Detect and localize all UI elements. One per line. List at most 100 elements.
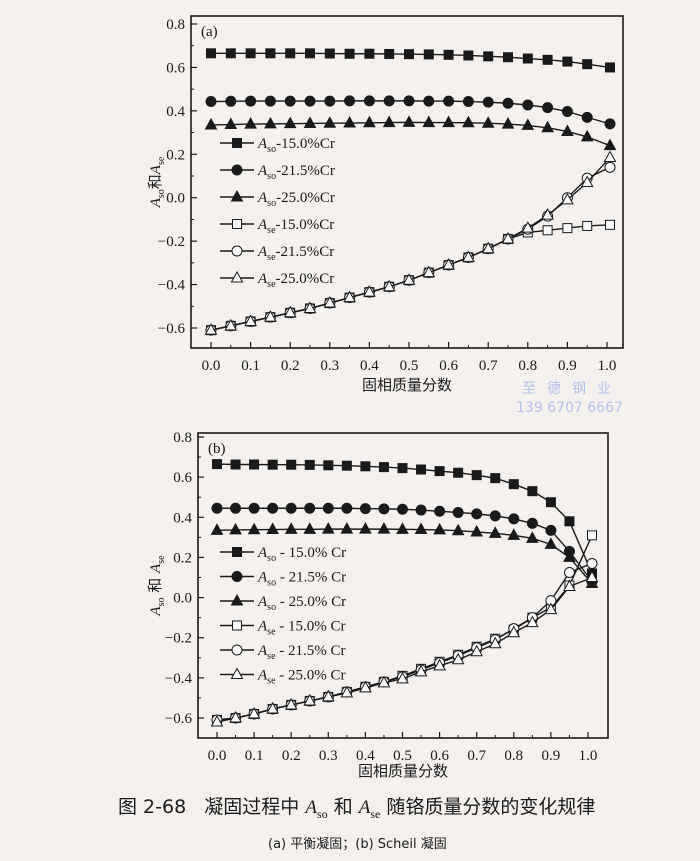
- y-tick-label: −0.6: [158, 321, 186, 337]
- data-point: [229, 710, 242, 723]
- data-point: [230, 459, 241, 470]
- legend-label-part: se: [267, 627, 276, 638]
- data-point: [211, 502, 223, 514]
- data-point: [433, 522, 446, 535]
- legend-item: Aso - 21.5% Cr: [220, 570, 346, 589]
- data-point: [521, 118, 535, 130]
- legend-label-part: -25.0%Cr: [276, 190, 335, 206]
- data-point: [343, 115, 356, 128]
- legend-item: Ase - 15.0% Cr: [220, 619, 346, 638]
- data-point: [382, 115, 396, 128]
- data-point: [286, 459, 297, 470]
- data-point: [323, 116, 337, 128]
- data-point: [561, 192, 574, 205]
- data-point: [422, 265, 436, 278]
- data-point: [402, 115, 416, 127]
- legend-label-part: - 25.0% Cr: [276, 594, 346, 610]
- y-tick-label: 0.2: [173, 550, 192, 566]
- data-point: [582, 59, 593, 70]
- series-so-1: [205, 95, 616, 130]
- legend-label-part: A: [257, 244, 268, 260]
- y-axis-label-part: 和: [146, 573, 164, 598]
- data-point: [383, 95, 395, 107]
- legend-item: Aso-21.5%Cr: [220, 163, 335, 182]
- data-point: [360, 461, 371, 472]
- data-point: [244, 117, 257, 129]
- data-point: [542, 102, 554, 114]
- y-tick-label: 0.6: [173, 470, 192, 486]
- x-tick-label: 0.4: [360, 358, 379, 374]
- data-point: [384, 48, 395, 59]
- legend-label: Ase - 25.0% Cr: [257, 668, 346, 687]
- data-point: [303, 522, 317, 534]
- legend-label-part: -15.0%Cr: [276, 217, 335, 233]
- data-point: [283, 305, 297, 318]
- legend-label-part: so: [267, 171, 276, 182]
- data-point: [323, 460, 334, 471]
- data-point: [382, 279, 396, 292]
- data-point: [580, 129, 594, 142]
- y-tick-label: −0.2: [158, 234, 185, 250]
- data-point: [284, 522, 298, 534]
- legend-label-part: se: [267, 676, 276, 687]
- data-point: [340, 522, 354, 534]
- legend-label: Aso - 25.0% Cr: [257, 594, 346, 613]
- data-point: [581, 111, 593, 123]
- data-point: [470, 644, 484, 657]
- legend-item: Ase-25.0%Cr: [220, 270, 335, 290]
- data-point: [416, 464, 427, 475]
- data-point: [244, 314, 257, 326]
- data-point: [248, 502, 260, 514]
- data-point: [526, 531, 539, 543]
- data-point: [344, 48, 355, 59]
- data-point: [451, 652, 465, 665]
- legend-label-part: - 15.0% Cr: [276, 545, 346, 561]
- data-point: [434, 505, 446, 517]
- data-point: [481, 116, 495, 128]
- y-tick-label: 0.2: [166, 147, 185, 163]
- legend-label-part: A: [257, 570, 268, 586]
- data-point: [585, 570, 599, 582]
- data-point: [402, 273, 416, 285]
- legend-label: Aso - 21.5% Cr: [257, 570, 346, 589]
- legend-label: Aso - 15.0% Cr: [257, 545, 346, 564]
- panel-label: (a): [201, 24, 218, 40]
- data-point: [397, 463, 408, 474]
- data-point: [541, 120, 554, 133]
- plot-frame: [197, 432, 609, 739]
- data-point: [562, 223, 573, 234]
- data-point: [489, 510, 501, 522]
- x-tick-label: 0.7: [467, 748, 486, 764]
- data-point: [423, 95, 435, 107]
- data-point: [224, 318, 238, 331]
- figure-caption: 图 2-68 凝固过程中 Aso 和 Ase 随铬质量分数的变化规律: [118, 792, 595, 822]
- legend-label-part: - 15.0% Cr: [276, 619, 346, 635]
- y-tick-label: 0.8: [173, 430, 192, 446]
- data-point: [397, 503, 408, 515]
- data-point: [304, 459, 315, 470]
- legend-label-part: -25.0%Cr: [276, 271, 335, 287]
- x-tick-label: 0.3: [320, 358, 339, 374]
- data-point: [321, 522, 335, 534]
- legend-label-part: A: [257, 163, 268, 179]
- data-point: [563, 550, 576, 562]
- legend-marker-circle-icon: [231, 164, 243, 176]
- legend-label-part: A: [257, 668, 268, 684]
- data-point: [503, 52, 513, 63]
- legend-item: Aso - 25.0% Cr: [220, 593, 346, 613]
- data-point: [359, 680, 372, 693]
- data-point: [462, 115, 475, 128]
- data-point: [359, 522, 372, 534]
- data-point: [285, 502, 297, 514]
- legend-label-part: A: [257, 545, 268, 561]
- y-axis-label-part: A: [148, 606, 164, 617]
- data-point: [544, 537, 558, 549]
- legend-marker-triangle-icon: [230, 667, 244, 679]
- data-point: [206, 48, 216, 59]
- data-point: [562, 56, 573, 67]
- data-point: [580, 175, 594, 188]
- legend-item: Aso - 15.0% Cr: [220, 545, 346, 564]
- legend-marker-triangle-icon: [230, 189, 244, 202]
- data-point: [303, 693, 317, 706]
